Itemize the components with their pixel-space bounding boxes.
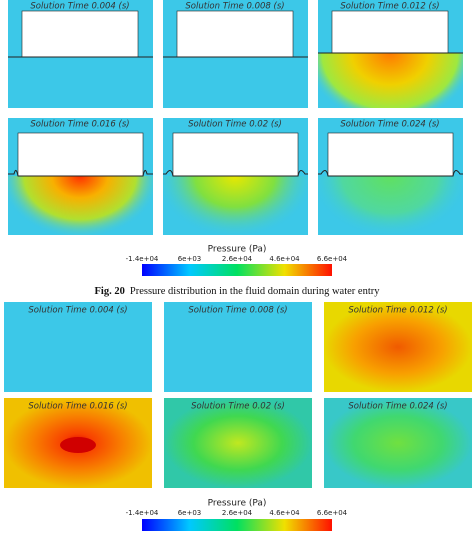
panel-bg xyxy=(164,398,312,488)
panel xyxy=(8,0,153,108)
colorbar-tick-label: 6e+03 xyxy=(178,509,202,517)
water-surface xyxy=(8,170,153,177)
panel xyxy=(163,118,308,235)
panel-title: Solution Time 0.008 (s) xyxy=(188,306,287,316)
panel-title: Solution Time 0.016 (s) xyxy=(30,120,129,130)
colorbar-tick-label: -1.4e+04 xyxy=(126,255,159,263)
colorbar-tick-label: 6.6e+04 xyxy=(317,509,348,517)
panel-title: Solution Time 0.004 (s) xyxy=(28,306,127,316)
pressure-field xyxy=(163,176,308,235)
colorbar-tick-label: 2.6e+04 xyxy=(222,509,253,517)
panel-title: Solution Time 0.024 (s) xyxy=(340,120,439,130)
panel-title: Solution Time 0.024 (s) xyxy=(348,402,447,412)
colorbar xyxy=(142,519,332,531)
panel-bg xyxy=(324,302,472,392)
panel-title: Solution Time 0.012 (s) xyxy=(340,2,439,12)
colorbar-tick-label: -1.4e+04 xyxy=(126,509,159,517)
panel-title: Solution Time 0.012 (s) xyxy=(348,306,447,316)
body xyxy=(17,132,144,177)
caption: Fig. 20 Pressure distribution in the flui… xyxy=(95,286,381,297)
colorbar-title: Pressure (Pa) xyxy=(208,499,267,509)
colorbar-tick-label: 2.6e+04 xyxy=(222,255,253,263)
body xyxy=(176,10,294,58)
pressure-field xyxy=(8,176,153,235)
pressure-core xyxy=(60,437,96,453)
colorbar-title: Pressure (Pa) xyxy=(208,245,267,255)
caption-label: Fig. 20 xyxy=(95,286,125,297)
body xyxy=(327,132,454,177)
panel xyxy=(8,118,153,235)
pressure-field xyxy=(318,53,463,108)
panel-bg xyxy=(4,302,152,392)
caption-text: Pressure distribution in the fluid domai… xyxy=(130,286,380,297)
body xyxy=(21,10,139,58)
panel-bg xyxy=(164,302,312,392)
water-surface xyxy=(318,170,463,177)
panel xyxy=(163,0,308,108)
colorbar-tick-label: 4.6e+04 xyxy=(269,255,300,263)
body xyxy=(331,10,449,54)
pressure-field xyxy=(318,176,463,235)
panel-title: Solution Time 0.008 (s) xyxy=(185,2,284,12)
body xyxy=(172,132,299,177)
colorbar-tick-label: 4.6e+04 xyxy=(269,509,300,517)
colorbar-tick-label: 6e+03 xyxy=(178,255,202,263)
panel xyxy=(318,118,463,235)
colorbar-tick-label: 6.6e+04 xyxy=(317,255,348,263)
panel-title: Solution Time 0.016 (s) xyxy=(28,402,127,412)
panel-title: Solution Time 0.004 (s) xyxy=(30,2,129,12)
water-surface xyxy=(163,170,308,177)
panel-title: Solution Time 0.02 (s) xyxy=(188,120,282,130)
panel-bg xyxy=(324,398,472,488)
panel-title: Solution Time 0.02 (s) xyxy=(191,402,285,412)
panel xyxy=(318,0,463,108)
colorbar xyxy=(142,264,332,276)
